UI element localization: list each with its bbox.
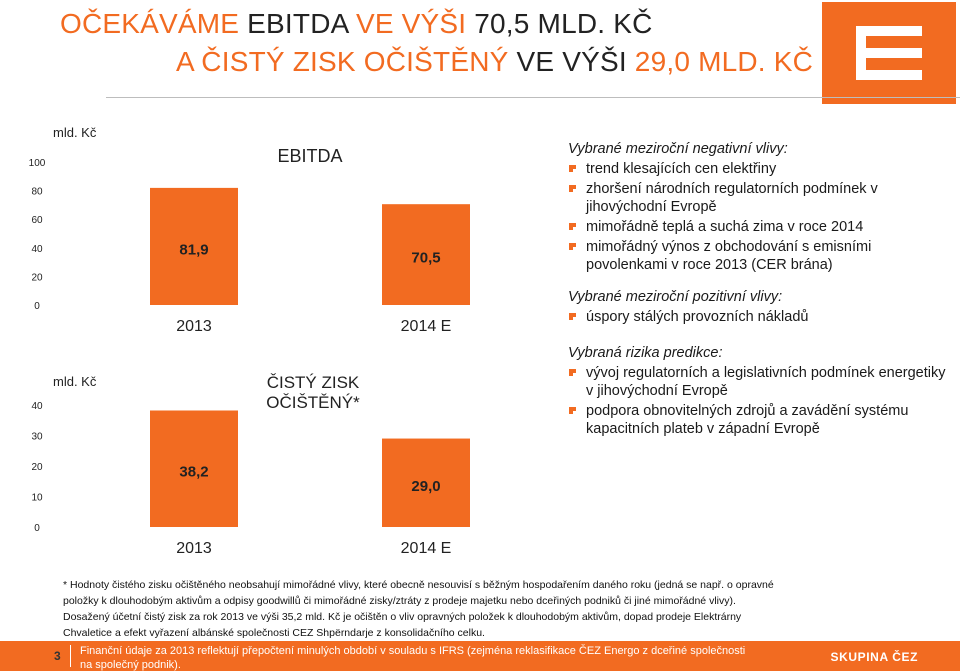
chart-title-line: EBITDA bbox=[277, 146, 342, 166]
bar-2014-e bbox=[382, 438, 470, 527]
category-label: 2013 bbox=[176, 540, 212, 557]
negative-heading: Vybrané meziroční negativní vlivy: bbox=[568, 141, 788, 157]
footnote-line: * Hodnoty čistého zisku očištěného neobs… bbox=[63, 579, 774, 591]
unit-label: mld. Kč bbox=[53, 125, 97, 140]
negative-item: zhoršení národních regulatorních podmíne… bbox=[568, 180, 948, 216]
title-segment: EBITDA bbox=[247, 8, 356, 39]
unit-label: mld. Kč bbox=[53, 374, 97, 389]
bar-2013 bbox=[150, 410, 238, 527]
chart-title: EBITDA bbox=[277, 146, 342, 166]
data-label: 38,2 bbox=[179, 464, 208, 481]
chart-title: ČISTÝ ZISK OČIŠTĚNÝ* bbox=[266, 373, 360, 412]
y-tick-label: 0 bbox=[34, 301, 40, 312]
page-title-line-2: A ČISTÝ ZISK OČIŠTĚNÝ VE VÝŠI 29,0 MLD. … bbox=[176, 46, 813, 78]
negative-item: trend klesajících cen elektřiny bbox=[568, 160, 948, 178]
negative-item: mimořádný výnos z obchodování s emisními… bbox=[568, 238, 948, 274]
brand-name: SKUPINA ČEZ bbox=[830, 650, 918, 664]
positive-heading: Vybrané meziroční pozitivní vlivy: bbox=[568, 289, 783, 305]
footnote-line: Chvaletice a efekt vyřazení albánské spo… bbox=[63, 627, 485, 639]
positive-item: úspory stálých provozních nákladů bbox=[568, 308, 948, 326]
y-tick-label: 0 bbox=[34, 523, 40, 534]
title-divider bbox=[106, 97, 960, 98]
title-segment: VE VÝŠI bbox=[355, 8, 475, 39]
chart-title-line: OČIŠTĚNÝ* bbox=[266, 393, 360, 412]
y-tick-label: 100 bbox=[29, 158, 46, 169]
negative-influences: Vybrané meziroční negativní vlivy: trend… bbox=[568, 140, 948, 274]
title-segment: 70,5 MLD. KČ bbox=[474, 8, 653, 39]
y-tick-label: 10 bbox=[31, 493, 43, 504]
footer-note: Finanční údaje za 2013 reflektují přepoč… bbox=[80, 645, 746, 671]
y-tick-label: 20 bbox=[31, 272, 43, 283]
influences-panel: Vybrané meziroční negativní vlivy: trend… bbox=[568, 140, 948, 440]
positive-influences: Vybrané meziroční pozitivní vlivy: úspor… bbox=[568, 288, 948, 326]
data-label: 29,0 bbox=[411, 478, 440, 495]
footnote-line: položky k dlouhodobým aktivům a odpisy g… bbox=[63, 595, 736, 607]
bar-2013 bbox=[150, 187, 238, 305]
data-label: 70,5 bbox=[411, 250, 440, 267]
bar-2014-e bbox=[382, 204, 470, 305]
category-label: 2013 bbox=[176, 318, 212, 335]
page-number: 3 bbox=[54, 649, 61, 663]
risk-item: podpora obnovitelných zdrojů a zavádění … bbox=[568, 402, 948, 438]
footer-bar: 3 Finanční údaje za 2013 reflektují přep… bbox=[0, 641, 960, 671]
y-tick-label: 80 bbox=[31, 187, 43, 198]
risk-item: vývoj regulatorních a legislativních pod… bbox=[568, 364, 948, 400]
positive-list: úspory stálých provozních nákladů bbox=[568, 308, 948, 326]
chart-title-line: ČISTÝ ZISK bbox=[267, 373, 360, 392]
risks-heading: Vybraná rizika predikce: bbox=[568, 345, 723, 361]
y-tick-label: 30 bbox=[31, 432, 43, 443]
y-tick-label: 60 bbox=[31, 215, 43, 226]
category-label: 2014 E bbox=[401, 540, 452, 557]
title-segment: A ČISTÝ ZISK OČIŠTĚNÝ bbox=[176, 46, 517, 77]
negative-item: mimořádně teplá a suchá zima v roce 2014 bbox=[568, 218, 948, 236]
category-label: 2014 E bbox=[401, 318, 452, 335]
y-tick-label: 40 bbox=[31, 401, 43, 412]
data-label: 81,9 bbox=[179, 241, 208, 258]
y-tick-label: 20 bbox=[31, 462, 43, 473]
cez-logo-icon bbox=[822, 2, 956, 104]
title-segment: VE VÝŠI bbox=[516, 46, 635, 77]
negative-list: trend klesajících cen elektřiny zhoršení … bbox=[568, 160, 948, 274]
footnote: * Hodnoty čistého zisku očištěného neobs… bbox=[63, 577, 913, 641]
title-segment: OČEKÁVÁME bbox=[60, 8, 248, 39]
page-title-line-1: OČEKÁVÁME EBITDA VE VÝŠI 70,5 MLD. KČ bbox=[60, 8, 653, 40]
forecast-risks: Vybraná rizika predikce: vývoj regulator… bbox=[568, 344, 948, 438]
footnote-line: Dosažený účetní čistý zisk za rok 2013 v… bbox=[63, 611, 742, 623]
footer-divider bbox=[70, 645, 71, 667]
title-segment: 29,0 MLD. KČ bbox=[634, 46, 814, 77]
risks-list: vývoj regulatorních a legislativních pod… bbox=[568, 364, 948, 438]
y-tick-label: 40 bbox=[31, 244, 43, 255]
